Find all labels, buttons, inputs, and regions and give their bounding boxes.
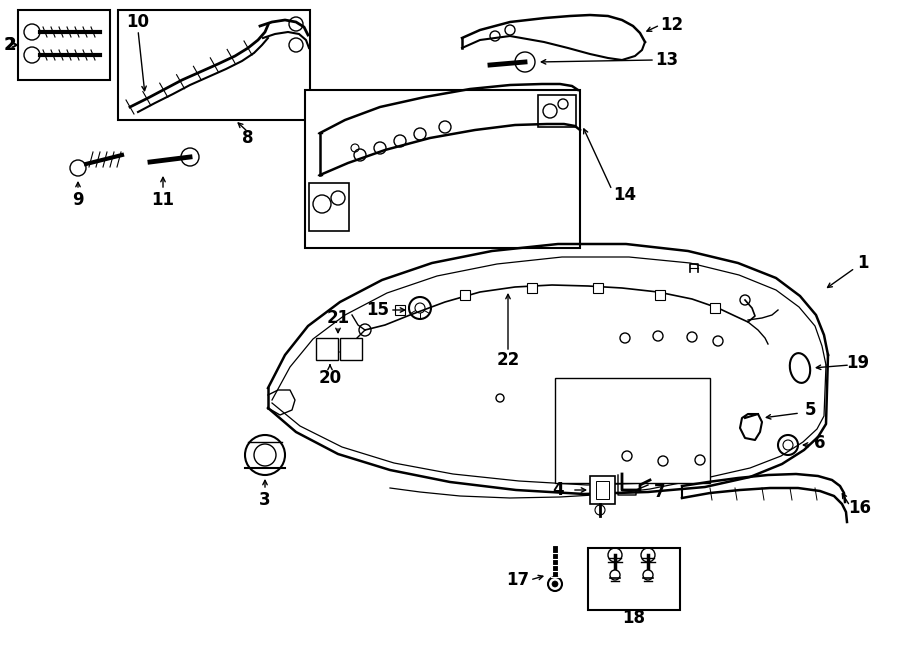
Text: 11: 11 <box>151 191 175 209</box>
Text: 22: 22 <box>497 351 519 369</box>
Text: 15: 15 <box>366 301 390 319</box>
Text: 19: 19 <box>846 354 869 372</box>
Bar <box>710 303 720 313</box>
Bar <box>309 183 349 231</box>
Text: 20: 20 <box>319 369 342 387</box>
Text: 1: 1 <box>857 254 868 272</box>
Text: 16: 16 <box>849 499 871 517</box>
Bar <box>340 338 362 360</box>
Text: 17: 17 <box>507 571 529 589</box>
Bar <box>118 10 310 120</box>
Circle shape <box>552 581 558 587</box>
Bar <box>596 481 609 499</box>
Bar <box>590 476 615 504</box>
Text: 5: 5 <box>805 401 815 419</box>
Bar <box>305 90 580 248</box>
Text: 7: 7 <box>654 483 666 501</box>
Text: 12: 12 <box>661 16 684 34</box>
Bar <box>655 290 665 300</box>
Polygon shape <box>268 244 828 494</box>
Text: 13: 13 <box>655 51 679 69</box>
Text: 18: 18 <box>623 609 645 627</box>
Text: 21: 21 <box>327 309 349 327</box>
Bar <box>538 95 576 127</box>
Bar <box>588 548 680 610</box>
Bar <box>555 378 710 483</box>
Text: 2: 2 <box>4 36 14 54</box>
Circle shape <box>610 570 620 580</box>
Bar <box>593 283 603 293</box>
Bar <box>527 283 537 293</box>
Bar <box>18 10 110 80</box>
Bar <box>316 338 338 360</box>
Bar <box>395 305 405 315</box>
Text: 14: 14 <box>614 186 636 204</box>
Text: 4: 4 <box>553 481 563 499</box>
Circle shape <box>548 577 562 591</box>
Text: 2: 2 <box>4 36 16 54</box>
Text: 6: 6 <box>814 434 826 452</box>
Text: 8: 8 <box>242 129 254 147</box>
Text: 3: 3 <box>259 491 271 509</box>
Text: 10: 10 <box>127 13 149 31</box>
Bar <box>460 290 470 300</box>
Text: 9: 9 <box>72 191 84 209</box>
Circle shape <box>643 570 653 580</box>
